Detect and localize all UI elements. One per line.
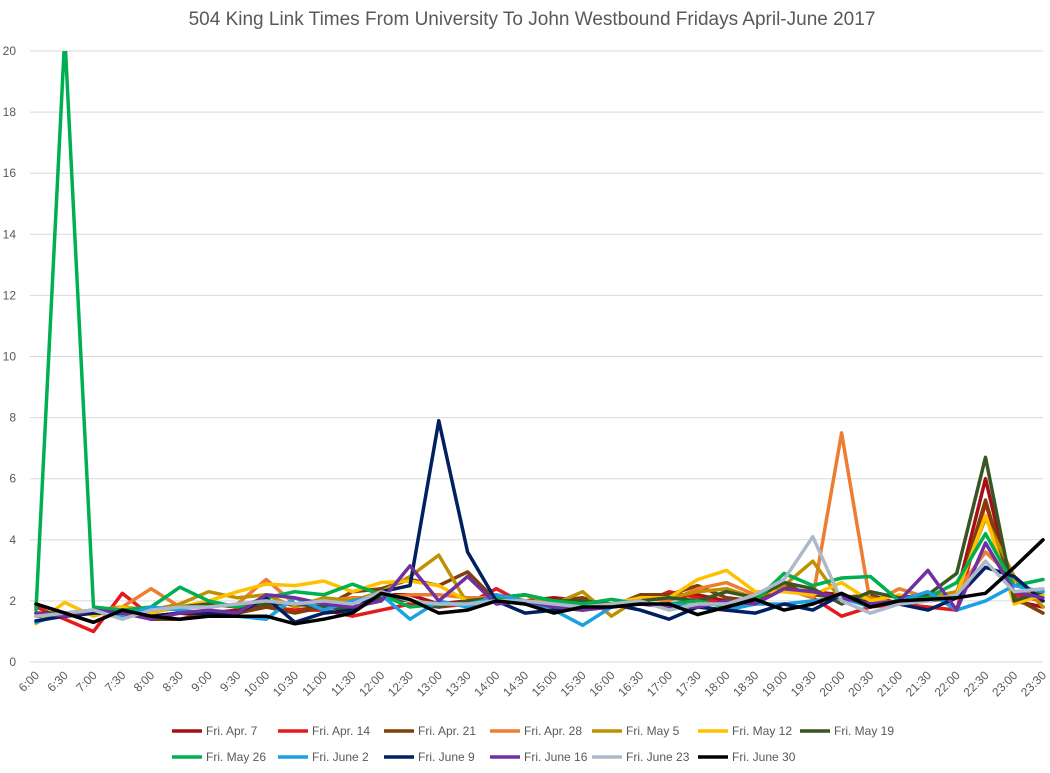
x-tick-label: 13:00 [414,668,445,699]
x-tick-label: 17:00 [644,668,675,699]
x-tick-label: 6:30 [44,668,71,695]
legend-label: Fri. May 19 [834,724,894,738]
y-tick-label: 14 [3,227,17,241]
legend-label: Fri. June 30 [732,750,796,764]
legend-item: Fri. Apr. 7 [172,724,258,738]
y-tick-label: 2 [9,594,16,608]
x-tick-label: 19:00 [759,668,790,699]
x-tick-label: 13:30 [443,668,474,699]
grid-lines [30,50,1043,663]
y-tick-label: 4 [9,533,16,547]
x-tick-label: 15:00 [529,668,560,699]
series-line [34,534,1045,621]
series-lines [34,51,1045,634]
x-tick-label: 6:00 [16,668,43,695]
x-tick-label: 16:00 [586,668,617,699]
x-tick-label: 14:00 [471,668,502,699]
x-axis-ticks: 6:00 6:30 7:00 7:30 8:00 8:30 9:00 9:3010:0010:… [16,668,1050,699]
x-tick-label: 21:00 [874,668,905,699]
x-tick-label: 16:30 [615,668,646,699]
y-tick-label: 20 [3,44,17,58]
series-line [34,51,1045,612]
x-tick-label: 8:30 [160,668,187,695]
x-tick-label: 18:30 [730,668,761,699]
x-tick-label: 10:00 [241,668,272,699]
legend-label: Fri. June 9 [418,750,475,764]
legend-item: Fri. June 2 [278,750,369,764]
x-tick-label: 23:30 [1018,668,1049,699]
x-tick-label: 7:30 [102,668,129,695]
y-tick-label: 18 [3,105,17,119]
x-tick-label: 23:00 [989,668,1020,699]
legend-item: Fri. June 9 [384,750,475,764]
x-tick-label: 17:30 [673,668,704,699]
y-tick-label: 6 [9,472,16,486]
chart-title: 504 King Link Times From University To J… [189,9,876,30]
legend-label: Fri. May 26 [206,750,266,764]
x-tick-label: 12:30 [385,668,416,699]
legend-label: Fri. Apr. 7 [206,724,258,738]
x-tick-label: 20:30 [845,668,876,699]
y-tick-label: 0 [9,655,16,669]
x-tick-label: 21:30 [903,668,934,699]
legend-item: Fri. June 23 [592,750,690,764]
legend: Fri. Apr. 7 Fri. Apr. 14 Fri. Apr. 21 Fri. … [172,724,894,764]
legend-item: Fri. June 16 [490,750,588,764]
legend-label: Fri. June 2 [312,750,369,764]
x-tick-label: 8:00 [131,668,158,695]
legend-label: Fri. June 23 [626,750,690,764]
x-tick-label: 14:30 [500,668,531,699]
series-line [34,538,1045,626]
y-tick-label: 10 [3,350,17,364]
x-tick-label: 22:00 [932,668,963,699]
legend-label: Fri. Apr. 21 [418,724,476,738]
legend-item: Fri. May 19 [800,724,894,738]
legend-item: Fri. May 5 [592,724,680,738]
x-tick-label: 9:00 [188,668,215,695]
legend-label: Fri. Apr. 14 [312,724,370,738]
legend-item: Fri. June 30 [698,750,796,764]
legend-label: Fri. Apr. 28 [524,724,582,738]
y-axis-ticks: 0 2 4 6 8 10 12 14 16 18 20 [3,44,17,669]
legend-item: Fri. Apr. 21 [384,724,476,738]
y-tick-label: 8 [9,411,16,425]
x-tick-label: 9:30 [217,668,244,695]
y-tick-label: 12 [3,288,17,302]
x-tick-label: 7:00 [73,668,100,695]
legend-item: Fri. May 12 [698,724,792,738]
x-tick-label: 18:00 [702,668,733,699]
x-tick-label: 11:30 [328,668,359,699]
y-tick-label: 16 [3,166,17,180]
legend-label: Fri. May 12 [732,724,792,738]
x-tick-label: 10:30 [270,668,301,699]
legend-item: Fri. May 26 [172,750,266,764]
legend-item: Fri. Apr. 28 [490,724,582,738]
x-tick-label: 22:30 [960,668,991,699]
x-tick-label: 19:30 [788,668,819,699]
x-tick-label: 15:30 [558,668,589,699]
x-tick-label: 12:00 [356,668,387,699]
legend-label: Fri. May 5 [626,724,680,738]
x-tick-label: 20:00 [817,668,848,699]
x-tick-label: 11:00 [299,668,330,699]
legend-label: Fri. June 16 [524,750,588,764]
legend-item: Fri. Apr. 14 [278,724,370,738]
